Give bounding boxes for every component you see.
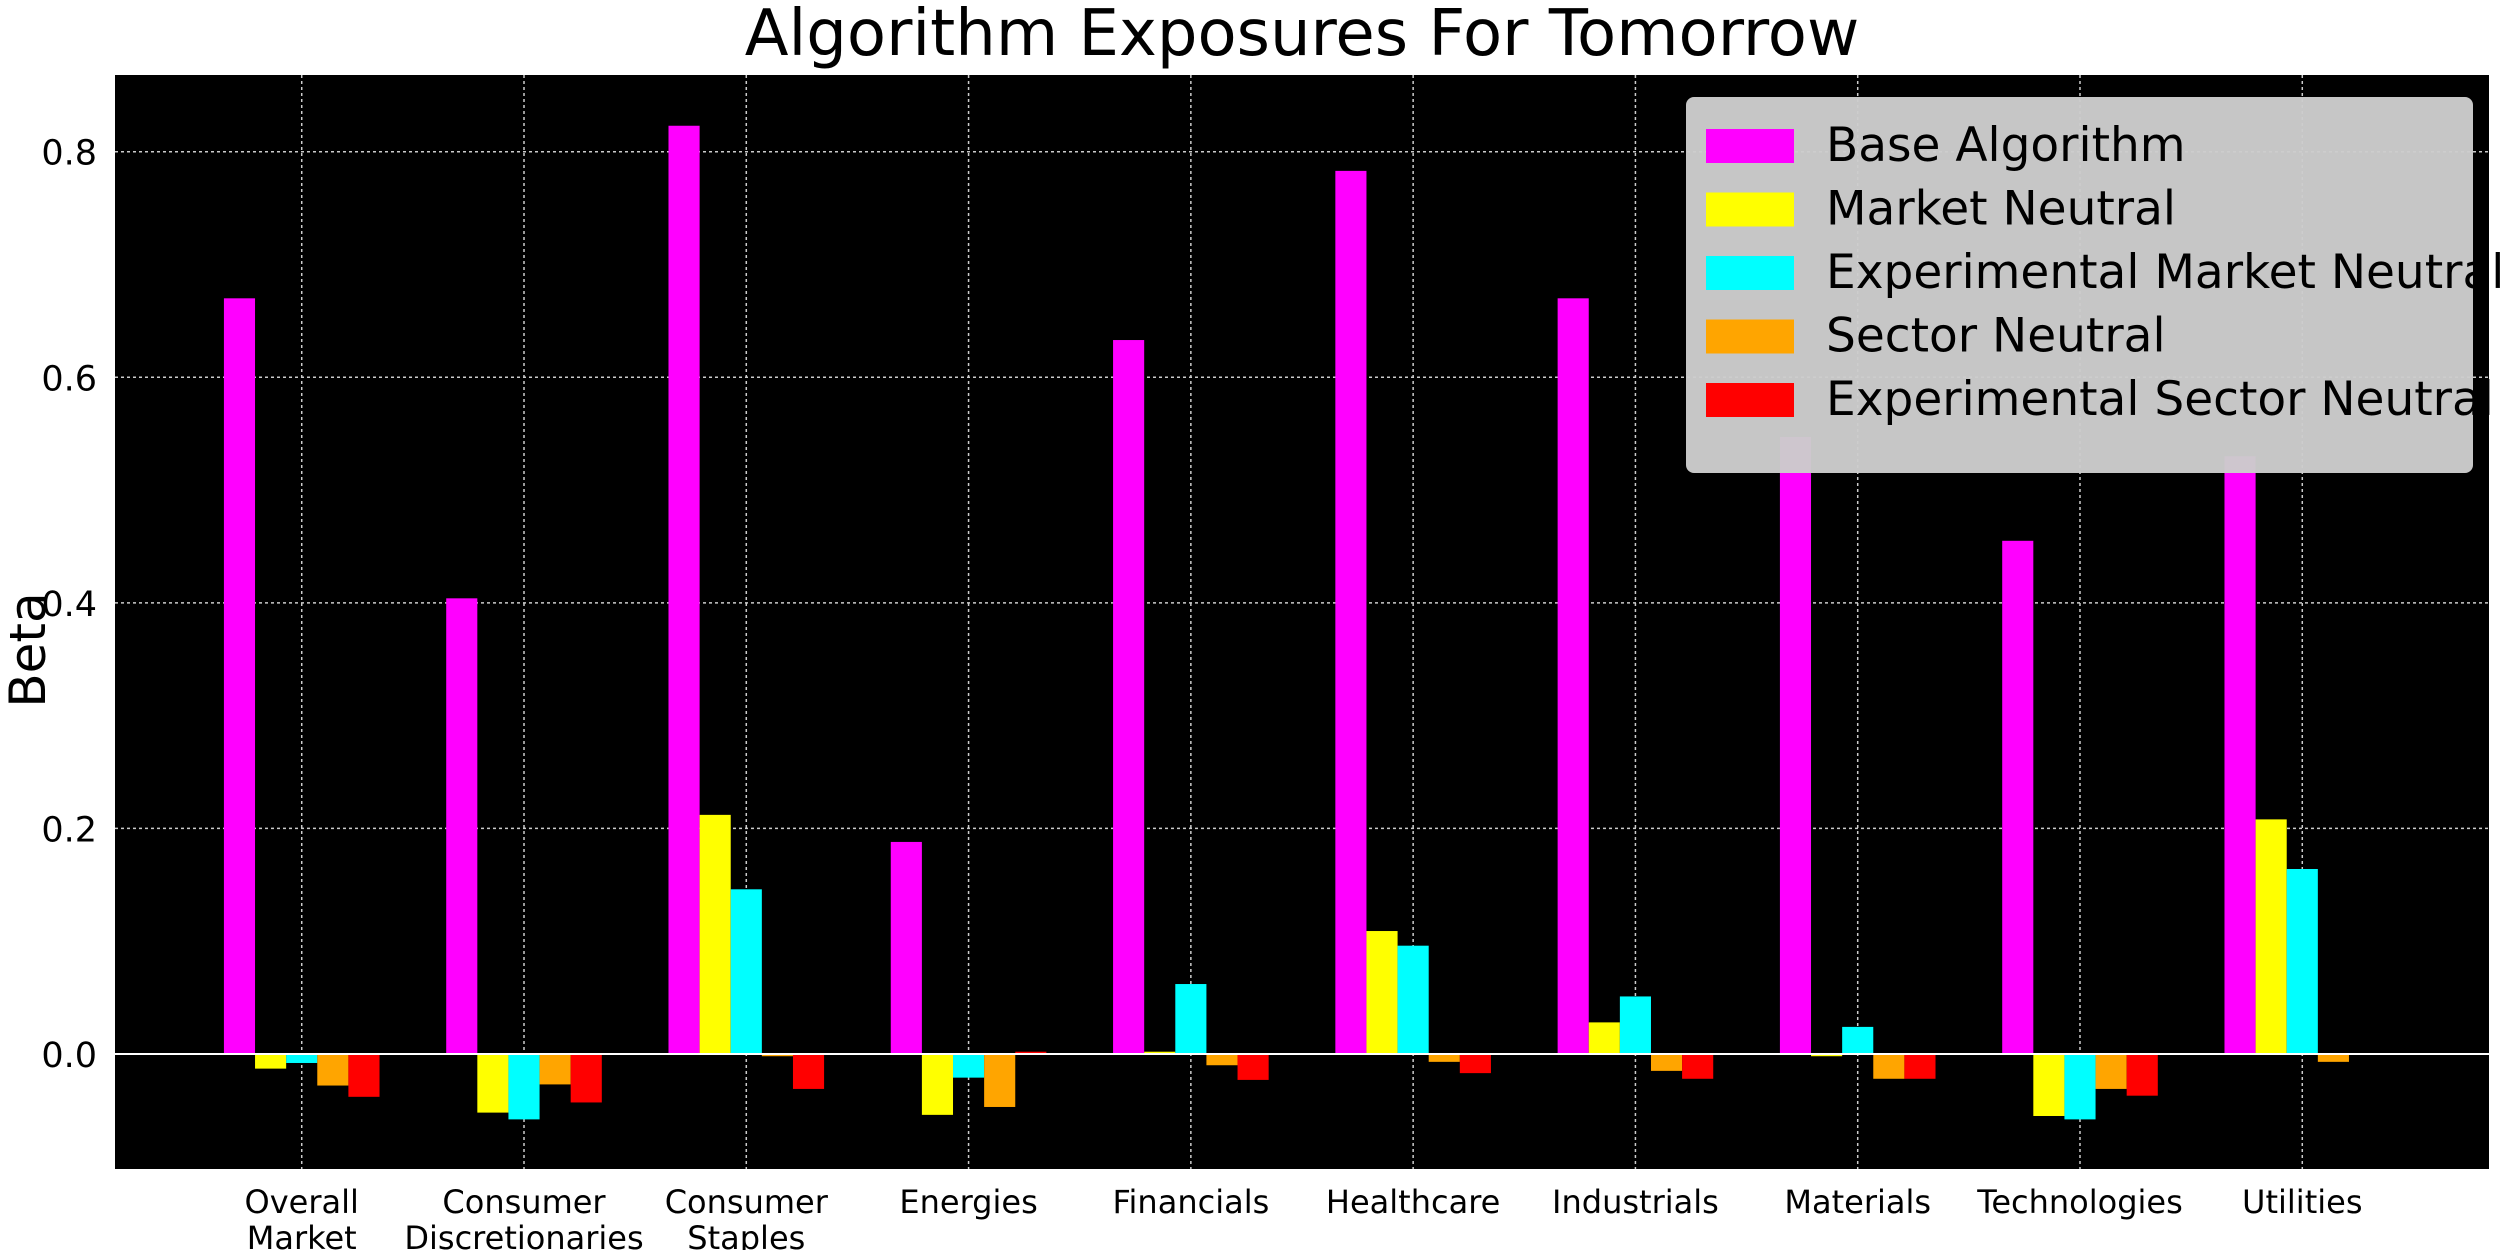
bar [1175,984,1207,1054]
bar [668,125,700,1054]
x-tick-label: Market [247,1219,357,1250]
bar [1144,1051,1176,1054]
y-tick-label: 0.2 [41,810,97,850]
bar [1206,1053,1238,1066]
legend-swatch [1706,319,1794,354]
x-tick-label: Technologies [1976,1183,2183,1221]
y-axis-label: Beta [0,592,57,707]
y-tick-label: 0.4 [41,585,97,625]
legend-swatch [1706,129,1794,163]
bar [984,1053,1016,1107]
x-tick-label: Utilities [2242,1183,2362,1221]
bar [2064,1053,2096,1120]
bar [286,1053,318,1063]
bar [730,889,762,1054]
bar [1113,340,1145,1054]
bar [2286,868,2318,1054]
bar [2317,1053,2349,1062]
legend-label: Sector Neutral [1826,309,2166,364]
bar [2002,540,2034,1054]
bar [921,1053,954,1115]
bar [699,814,731,1054]
chart-title: Algorithm Exposures For Tomorrow [745,0,1860,71]
bar [1842,1026,1874,1054]
x-tick-label: Materials [1784,1183,1931,1221]
x-tick-label: Financials [1112,1183,1269,1221]
bar [1779,437,1812,1054]
bar [2126,1053,2158,1096]
bar [1588,1022,1620,1054]
bar [2224,456,2256,1054]
bar [539,1053,571,1085]
bar [2033,1053,2065,1116]
bar [317,1053,349,1086]
bar [1366,931,1398,1054]
bar [570,1053,602,1103]
bar [761,1053,793,1057]
bar [953,1053,985,1078]
bar [1557,298,1589,1054]
legend: Base Algorithm Market Neutral Experimental… [1686,97,2500,473]
legend-swatch [1706,383,1794,417]
x-tick-label: Healthcare [1326,1183,1500,1221]
bar [1873,1053,1905,1079]
x-tick-label: Staples [687,1219,805,1250]
y-tick-label: 0.8 [41,134,97,174]
legend-label: Experimental Market Neutral [1826,245,2500,300]
bar [1335,170,1367,1054]
bar [223,298,256,1054]
bar [1397,945,1429,1054]
bar [1428,1053,1460,1062]
bar [1811,1053,1843,1057]
bar [2255,819,2287,1054]
bar [1904,1053,1936,1079]
bar [348,1053,380,1097]
bar [446,598,478,1054]
bar [1682,1053,1714,1079]
x-tick-label: Consumer [442,1183,606,1221]
bar [477,1053,509,1113]
x-tick-label: Overall [245,1183,359,1221]
legend-label: Base Algorithm [1826,118,2186,173]
x-tick-label: Energies [899,1183,1037,1221]
y-tick-label: 0.6 [41,359,97,399]
legend-label: Experimental Sector Neutral [1826,372,2494,427]
legend-swatch [1706,192,1794,227]
y-tick-label: 0.0 [41,1036,97,1076]
x-tick-label: Discretionaries [404,1219,643,1250]
bar [1650,1053,1683,1071]
bar [792,1053,825,1089]
bar [1459,1053,1491,1074]
bar [255,1053,287,1069]
bar [1015,1051,1047,1054]
legend-label: Market Neutral [1826,182,2176,237]
bar [890,841,922,1054]
x-tick-label: Industrials [1552,1183,1719,1221]
bar [1619,996,1651,1054]
bar [2095,1053,2127,1089]
legend-box [1686,97,2473,473]
legend-swatch [1706,256,1794,290]
bar [508,1053,540,1120]
x-tick-label: Consumer [665,1183,829,1221]
bar [1237,1053,1269,1080]
